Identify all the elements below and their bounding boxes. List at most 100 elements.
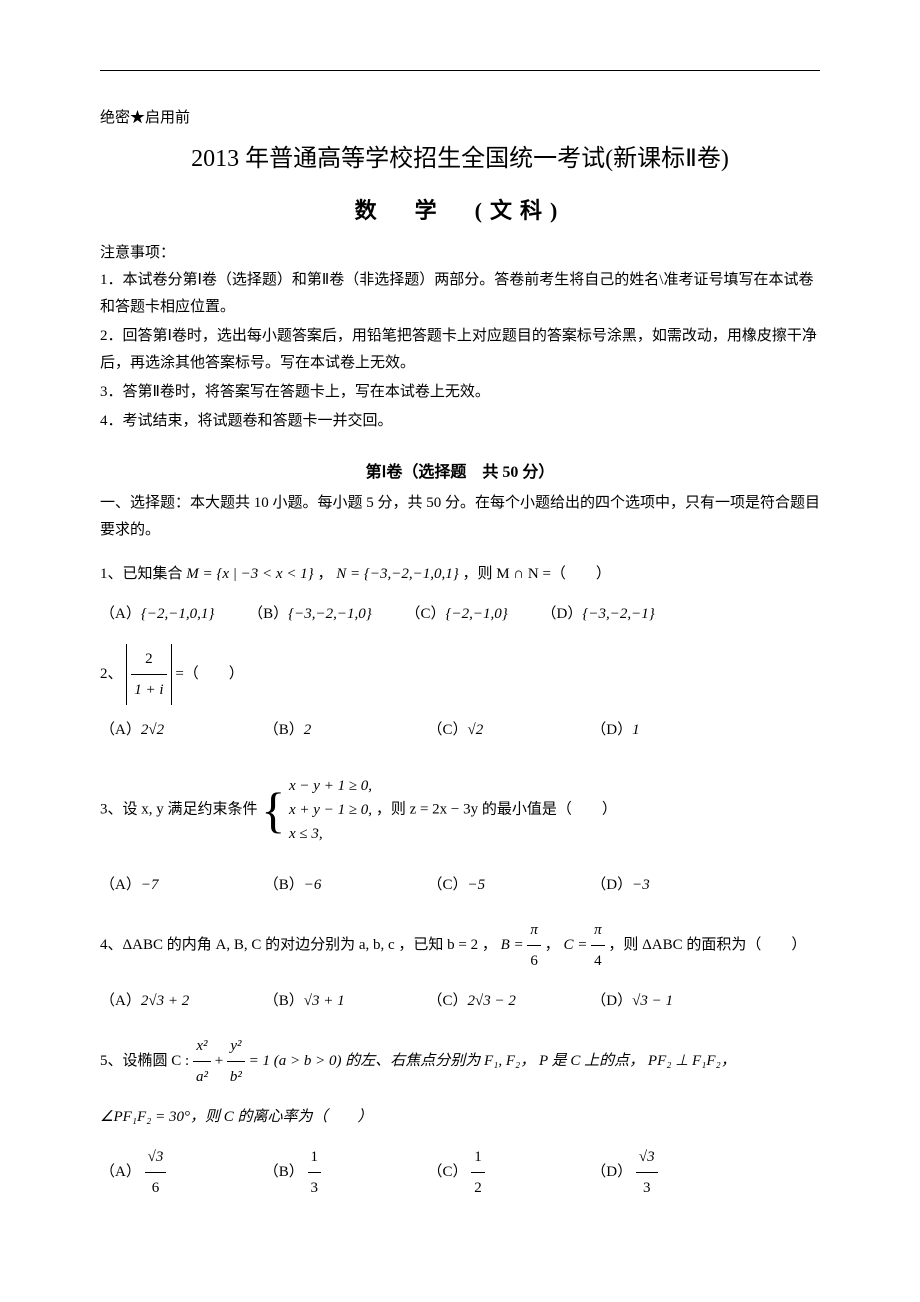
q3-conditions: x − y + 1 ≥ 0, x + y − 1 ≥ 0, x ≤ 3, [289, 774, 372, 846]
q2-opta-val: 2√2 [141, 722, 164, 738]
q4-optd-label: （D） [591, 993, 632, 1009]
q5-frac2: y² b² [227, 1031, 245, 1092]
q4-B-num: π [527, 915, 541, 946]
q2-opta-label: （A） [100, 722, 141, 738]
title-main: 2013 年普通高等学校招生全国统一考试(新课标Ⅱ卷) [100, 140, 820, 178]
q1-prefix: 1、已知集合 [100, 566, 183, 582]
q2-frac-den: 1 + i [131, 675, 166, 705]
q5-options: （A） √3 6 （B） 1 3 （C） 1 2 （D） √3 3 [100, 1142, 820, 1203]
q2-optd-label: （D） [591, 722, 632, 738]
q1-opt-d: （D）{−3,−2,−1} [542, 599, 655, 629]
q5-opta-frac: √3 6 [145, 1142, 167, 1203]
q5-optc-num: 1 [471, 1142, 485, 1173]
section1-header: 第Ⅰ卷（选择题 共 50 分） [100, 460, 820, 486]
q2-opt-a: （A）2√2 [100, 715, 260, 745]
q3-optc-val: −5 [468, 877, 486, 893]
q3-opt-c: （C）−5 [428, 870, 588, 900]
q4-sep: ， [545, 937, 560, 953]
q4-C-num: π [591, 915, 605, 946]
q5-opt-d: （D） √3 3 [591, 1142, 751, 1203]
q2-abs: 2 1 + i [126, 644, 171, 705]
q5-optc-den: 2 [471, 1173, 485, 1203]
q4-optb-label: （B） [264, 993, 304, 1009]
question-3: 3、设 x, y 满足约束条件 { x − y + 1 ≥ 0, x + y −… [100, 760, 820, 860]
q5-opta-den: 6 [145, 1173, 167, 1203]
q5-frac1-den: a² [193, 1062, 211, 1092]
q1-opta-label: （A） [100, 606, 141, 622]
q4-B-eq: B = [501, 937, 528, 953]
brace-icon: { [261, 760, 285, 860]
q5-optb-den: 3 [308, 1173, 322, 1203]
q5-opt-a: （A） √3 6 [100, 1142, 260, 1203]
question-5: 5、设椭圆 C : x² a² + y² b² = 1 (a > b > 0) … [100, 1031, 820, 1092]
question-5-line2: ∠PF₁F₂ = 30°，则 C 的离心率为（ ） [100, 1102, 820, 1132]
q2-optc-val: √2 [468, 722, 484, 738]
q5-frac1: x² a² [193, 1031, 211, 1092]
q3-optc-label: （C） [428, 877, 468, 893]
question-2: 2、 2 1 + i =（ ） [100, 644, 820, 705]
q1-sep: ， [317, 566, 332, 582]
q4-optd-val: √3 − 1 [632, 993, 673, 1009]
q5-opta-num: √3 [145, 1142, 167, 1173]
q5-optb-num: 1 [308, 1142, 322, 1173]
confidential-label: 绝密★启用前 [100, 106, 820, 130]
notice-item-4: 4．考试结束，将试题卷和答题卡一并交回。 [100, 408, 820, 435]
q3-optd-val: −3 [632, 877, 650, 893]
q1-optd-label: （D） [542, 606, 583, 622]
q5-opt-c: （C） 1 2 [428, 1142, 588, 1203]
question-1: 1、已知集合 M = {x | −3 < x < 1} ， N = {−3,−2… [100, 559, 820, 589]
q1-opta-val: {−2,−1,0,1} [141, 606, 215, 622]
q1-options: （A）{−2,−1,0,1} （B）{−3,−2,−1,0} （C）{−2,−1… [100, 599, 820, 629]
q4-opta-val: 2√3 + 2 [141, 993, 189, 1009]
q1-optc-val: {−2,−1,0} [446, 606, 508, 622]
q2-opt-b: （B）2 [264, 715, 424, 745]
q5-optb-label: （B） [264, 1164, 304, 1180]
q3-cond1: x − y + 1 ≥ 0, [289, 778, 372, 794]
q2-frac: 2 1 + i [131, 644, 166, 705]
q4-prefix: 4、ΔABC 的内角 A, B, C 的对边分别为 a, b, c ，已知 b … [100, 937, 497, 953]
q5-optc-label: （C） [428, 1164, 468, 1180]
q4-suffix: ，则 ΔABC 的面积为（ ） [608, 937, 806, 953]
q2-optc-label: （C） [428, 722, 468, 738]
q5-optd-den: 3 [636, 1173, 658, 1203]
q5-optd-frac: √3 3 [636, 1142, 658, 1203]
q2-opt-c: （C）√2 [428, 715, 588, 745]
q4-opt-d: （D）√3 − 1 [591, 986, 751, 1016]
q4-C-den: 4 [591, 946, 605, 976]
q3-cond2: x + y − 1 ≥ 0, [289, 802, 372, 818]
section1-intro: 一、选择题：本大题共 10 小题。每小题 5 分，共 50 分。在每个小题给出的… [100, 490, 820, 544]
q2-frac-num: 2 [131, 644, 166, 675]
q5-opt-b: （B） 1 3 [264, 1142, 424, 1203]
q5-line2: ∠PF₁F₂ = 30°，则 C 的离心率为（ ） [100, 1109, 373, 1125]
q4-optc-val: 2√3 − 2 [468, 993, 516, 1009]
q4-options: （A）2√3 + 2 （B）√3 + 1 （C）2√3 − 2 （D）√3 − … [100, 986, 820, 1016]
notice-item-3: 3．答第Ⅱ卷时，将答案写在答题卡上，写在本试卷上无效。 [100, 379, 820, 406]
q4-optc-label: （C） [428, 993, 468, 1009]
question-4: 4、ΔABC 的内角 A, B, C 的对边分别为 a, b, c ，已知 b … [100, 915, 820, 976]
q1-suffix: ，则 M ∩ N =（ ） [462, 566, 610, 582]
q5-eq1: = 1 (a > b > 0) 的左、右焦点分别为 F₁, F₂， P 是 C … [249, 1053, 736, 1069]
q1-optb-label: （B） [248, 606, 288, 622]
q3-mid: ，则 z = 2x − 3y 的最小值是（ ） [376, 802, 617, 818]
q3-opta-val: −7 [141, 877, 159, 893]
q3-cond3: x ≤ 3, [289, 826, 323, 842]
q5-plus: + [215, 1053, 227, 1069]
q1-set-m: M = {x | −3 < x < 1} [186, 566, 313, 582]
top-rule [100, 70, 820, 71]
q2-opt-d: （D）1 [591, 715, 751, 745]
q5-frac2-den: b² [227, 1062, 245, 1092]
q1-opt-a: （A）{−2,−1,0,1} [100, 599, 214, 629]
q3-optb-label: （B） [264, 877, 304, 893]
q4-C-frac: π 4 [591, 915, 605, 976]
notice-item-1: 1．本试卷分第Ⅰ卷（选择题）和第Ⅱ卷（非选择题）两部分。答卷前考生将自己的姓名\… [100, 267, 820, 321]
q2-suffix: =（ ） [175, 666, 243, 682]
q4-B-frac: π 6 [527, 915, 541, 976]
q2-optb-label: （B） [264, 722, 304, 738]
q3-opt-a: （A）−7 [100, 870, 260, 900]
q4-opt-c: （C）2√3 − 2 [428, 986, 588, 1016]
q1-optc-label: （C） [405, 606, 445, 622]
q1-set-n: N = {−3,−2,−1,0,1} [336, 566, 459, 582]
q4-opt-a: （A）2√3 + 2 [100, 986, 260, 1016]
q4-opt-b: （B）√3 + 1 [264, 986, 424, 1016]
q2-prefix: 2、 [100, 666, 123, 682]
